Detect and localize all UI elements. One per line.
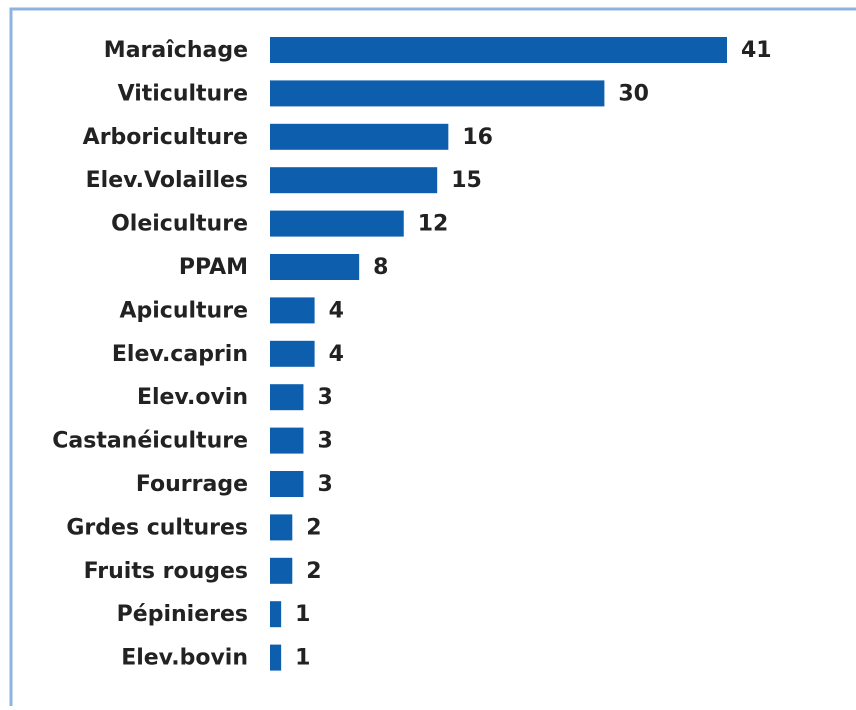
- bar: [270, 558, 292, 584]
- bar: [270, 211, 404, 237]
- bar: [270, 601, 281, 627]
- category-label: Elev.ovin: [137, 385, 248, 410]
- value-label: 41: [741, 38, 772, 63]
- category-label: Fourrage: [136, 472, 248, 497]
- value-label: 12: [418, 212, 449, 237]
- page: {"chart_data": {"type": "bar", "orientat…: [0, 0, 856, 706]
- category-label: Castanéiculture: [52, 429, 248, 454]
- bar: [270, 428, 303, 454]
- bar: [270, 297, 315, 323]
- value-label: 15: [451, 168, 482, 193]
- category-label: Grdes cultures: [66, 515, 248, 540]
- bar: [270, 37, 727, 63]
- category-label: Apiculture: [119, 298, 248, 323]
- value-label: 30: [618, 81, 649, 106]
- value-label: 3: [317, 429, 332, 454]
- category-label: Elev.Volailles: [86, 168, 248, 193]
- category-label: Elev.caprin: [112, 342, 248, 367]
- bar: [270, 254, 359, 280]
- category-label: PPAM: [179, 255, 248, 280]
- category-label: Arboriculture: [83, 125, 248, 150]
- value-label: 2: [306, 559, 321, 584]
- bar: [270, 124, 448, 150]
- bar: [270, 80, 604, 106]
- value-label: 4: [329, 342, 344, 367]
- bar: [270, 514, 292, 540]
- bar: [270, 471, 303, 497]
- value-label: 4: [329, 298, 344, 323]
- value-label: 1: [295, 602, 310, 627]
- value-label: 1: [295, 646, 310, 671]
- value-label: 8: [373, 255, 388, 280]
- value-label: 3: [317, 472, 332, 497]
- chart: Maraîchage41Viticulture30Arboriculture16…: [0, 0, 856, 706]
- value-label: 2: [306, 515, 321, 540]
- bar: [270, 167, 437, 193]
- value-label: 16: [462, 125, 493, 150]
- category-label: Oleiculture: [111, 212, 248, 237]
- value-label: 3: [317, 385, 332, 410]
- bar: [270, 341, 315, 367]
- bar: [270, 645, 281, 671]
- category-label: Maraîchage: [104, 38, 248, 63]
- category-label: Elev.bovin: [121, 646, 248, 671]
- category-label: Fruits rouges: [84, 559, 248, 584]
- category-label: Pépinieres: [117, 602, 248, 627]
- bar: [270, 384, 303, 410]
- category-label: Viticulture: [118, 81, 248, 106]
